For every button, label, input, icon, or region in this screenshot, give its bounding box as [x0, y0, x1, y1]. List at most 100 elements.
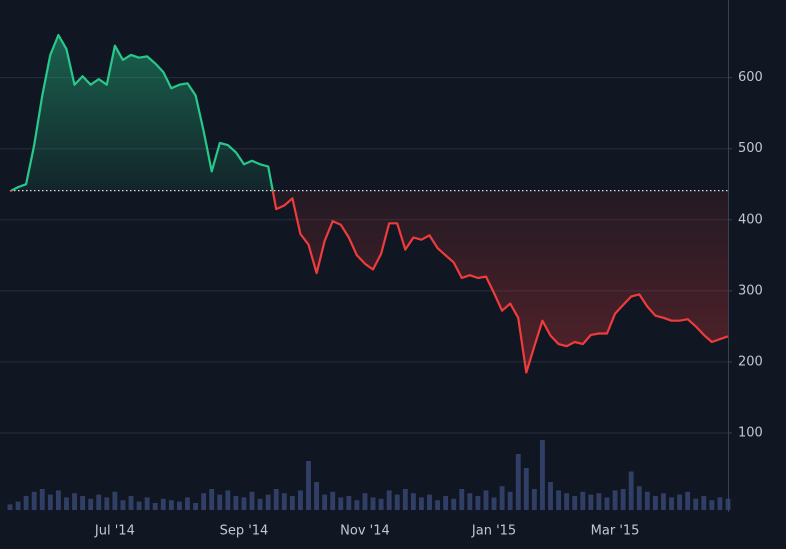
volume-bar: [112, 491, 118, 510]
volume-bar: [507, 491, 513, 510]
volume-bar: [88, 498, 94, 510]
volume-bar: [298, 490, 303, 510]
x-tick-label: Jul '14: [94, 524, 135, 539]
x-tick-label: Jan '15: [471, 524, 516, 539]
volume-bar: [410, 493, 416, 510]
volume-bar: [338, 497, 344, 510]
volume-bar: [144, 497, 150, 510]
volume-bar: [80, 496, 86, 510]
volume-bar: [306, 461, 311, 510]
volume-bar: [475, 496, 481, 510]
volume-bar: [185, 497, 190, 510]
volume-bar: [257, 498, 263, 510]
volume-bar: [612, 490, 618, 510]
y-tick-label: 500: [738, 141, 763, 156]
volume-bar: [23, 496, 29, 510]
volume-bar: [330, 491, 336, 510]
volume-bar: [572, 496, 578, 510]
volume-bar: [96, 494, 102, 510]
volume-bar: [394, 494, 400, 510]
volume-bar: [55, 490, 61, 510]
x-tick-label: Mar '15: [591, 524, 640, 539]
volume-bar: [47, 494, 53, 510]
price-line: [9, 33, 729, 374]
volume-bar: [636, 486, 642, 510]
volume-bar: [628, 471, 634, 510]
baseline-area: [10, 35, 728, 373]
volume-bar: [217, 494, 223, 510]
volume-bar: [531, 489, 537, 510]
volume-bar: [652, 496, 658, 510]
volume-bar: [620, 489, 626, 510]
x-tick-label: Nov '14: [340, 524, 390, 539]
y-tick-label: 600: [738, 70, 763, 85]
volume-bar: [322, 494, 328, 510]
volume-bar: [233, 496, 239, 510]
volume-bar: [515, 454, 521, 510]
volume-bar: [354, 500, 360, 510]
volume-bar: [725, 498, 731, 510]
volume-bar: [265, 494, 271, 510]
volume-bar: [661, 493, 666, 510]
volume-bar: [523, 468, 529, 510]
volume-bar: [386, 490, 392, 510]
volume-bar: [176, 501, 182, 510]
y-tick-label: 300: [738, 283, 763, 298]
volume-bar: [201, 493, 207, 510]
volume-bar: [596, 493, 602, 510]
volume-bar: [677, 494, 683, 510]
volume-bar: [362, 493, 368, 510]
volume-bar: [427, 494, 432, 510]
volume-bar: [402, 489, 408, 510]
volume-bar: [15, 501, 21, 510]
volume-bar: [378, 498, 384, 510]
x-tick-label: Sep '14: [220, 524, 269, 539]
volume-bar: [604, 497, 610, 510]
volume-bar: [72, 493, 77, 510]
volume-bar: [588, 494, 594, 510]
volume-bar: [580, 491, 586, 510]
volume-bar: [168, 500, 174, 510]
volume-bar: [281, 493, 287, 510]
volume-bar: [693, 498, 699, 510]
volume-bar: [548, 482, 553, 510]
volume-bar: [209, 489, 215, 510]
volume-bar: [225, 490, 231, 510]
y-tick-label: 400: [738, 212, 763, 227]
volume-bar: [499, 486, 505, 510]
volume-bar: [39, 489, 45, 510]
volume-bar: [136, 501, 142, 510]
volume-bar: [241, 497, 247, 510]
volume-bar: [491, 497, 497, 510]
volume-bar: [467, 493, 473, 510]
volume-bar: [556, 490, 562, 510]
volume-bar: [128, 496, 134, 510]
volume-bar: [701, 496, 707, 510]
volume-bar: [249, 491, 255, 510]
volume-bar: [31, 491, 37, 510]
volume-bar: [120, 500, 126, 510]
volume-bar: [717, 497, 723, 510]
volume-bar: [709, 500, 715, 510]
volume-bar: [193, 503, 198, 510]
volume-bar: [104, 497, 110, 510]
volume-bar: [152, 503, 158, 510]
volume-bar: [451, 498, 457, 510]
volume-bar: [419, 497, 424, 510]
volume-bar: [540, 440, 545, 510]
volume-bar: [370, 497, 376, 510]
y-tick-label: 100: [738, 425, 763, 440]
y-tick-label: 200: [738, 354, 763, 369]
volume-bar: [644, 491, 650, 510]
volume-bar: [564, 493, 570, 510]
volume-bar: [273, 489, 279, 510]
volume-bar: [435, 500, 440, 510]
volume-bar: [443, 496, 449, 510]
volume-bar: [459, 489, 465, 510]
volume-bar: [7, 504, 13, 510]
volume-bar: [669, 497, 674, 510]
volume-bar: [289, 496, 295, 510]
volume-bar: [346, 496, 352, 510]
volume-bar: [685, 491, 691, 510]
